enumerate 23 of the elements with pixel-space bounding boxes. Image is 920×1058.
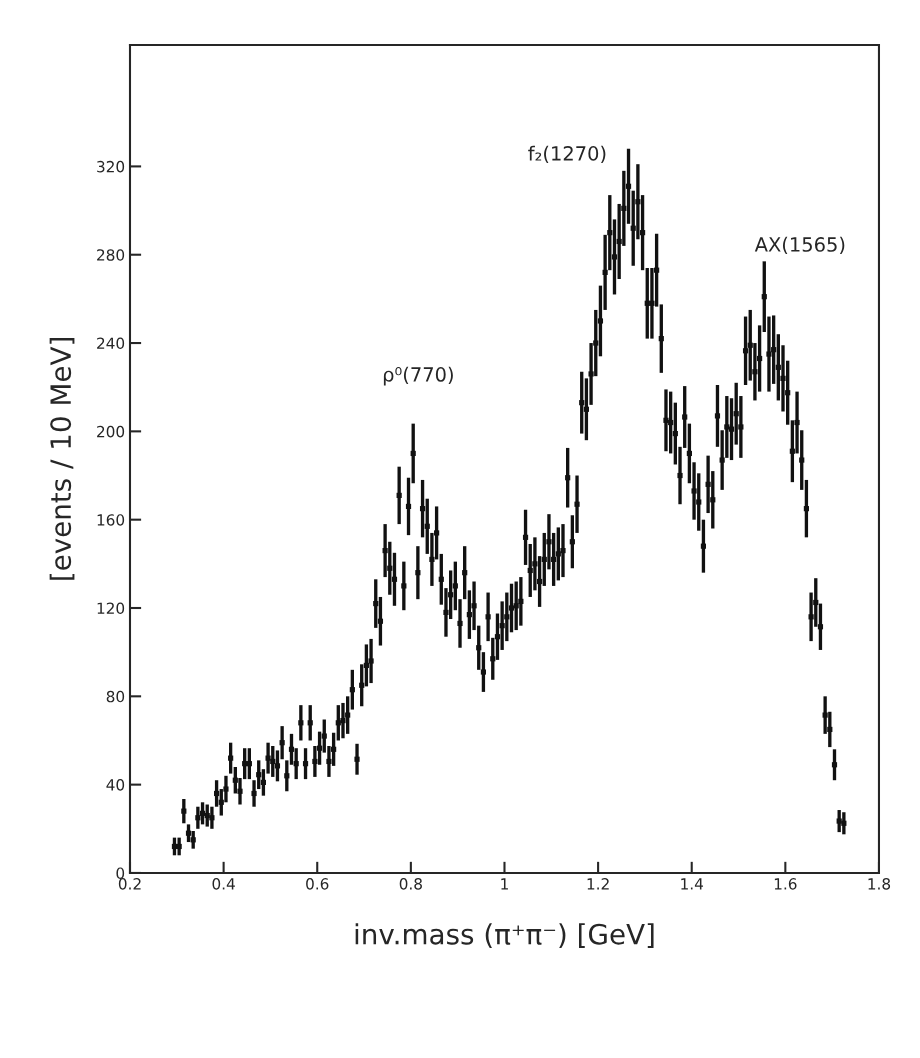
x-tick-label: 1.2 bbox=[587, 878, 609, 890]
x-tick-label: 1.8 bbox=[868, 878, 891, 890]
y-tick-label: 40 bbox=[106, 779, 125, 791]
y-tick-label: 160 bbox=[97, 514, 125, 526]
x-tick-label: 1.6 bbox=[774, 878, 797, 890]
y-tick-label: 0 bbox=[116, 867, 125, 879]
x-tick-label: 0.8 bbox=[399, 878, 422, 890]
y-axis-title: [events / 10 MeV] bbox=[49, 338, 75, 580]
y-tick-label: 120 bbox=[97, 602, 125, 615]
annotation: ρ⁰(770) bbox=[383, 366, 453, 386]
y-tick-label: 200 bbox=[97, 425, 125, 438]
y-tick-label: 80 bbox=[106, 690, 125, 703]
x-tick-label: 0.6 bbox=[306, 878, 329, 890]
x-tick-label: 0.4 bbox=[212, 878, 235, 890]
y-tick-label: 240 bbox=[97, 337, 125, 350]
annotation: f₂(1270) bbox=[528, 145, 606, 164]
x-tick-label: 1 bbox=[501, 878, 508, 890]
x-tick-label: 0.2 bbox=[118, 878, 141, 890]
x-tick-label: 1.4 bbox=[681, 878, 704, 890]
y-tick-label: 280 bbox=[97, 249, 125, 261]
annotation: AX(1565) bbox=[754, 236, 845, 255]
y-tick-label: 320 bbox=[97, 160, 125, 173]
x-axis-title: inv.mass (π⁺π⁻) [GeV] bbox=[355, 923, 654, 948]
